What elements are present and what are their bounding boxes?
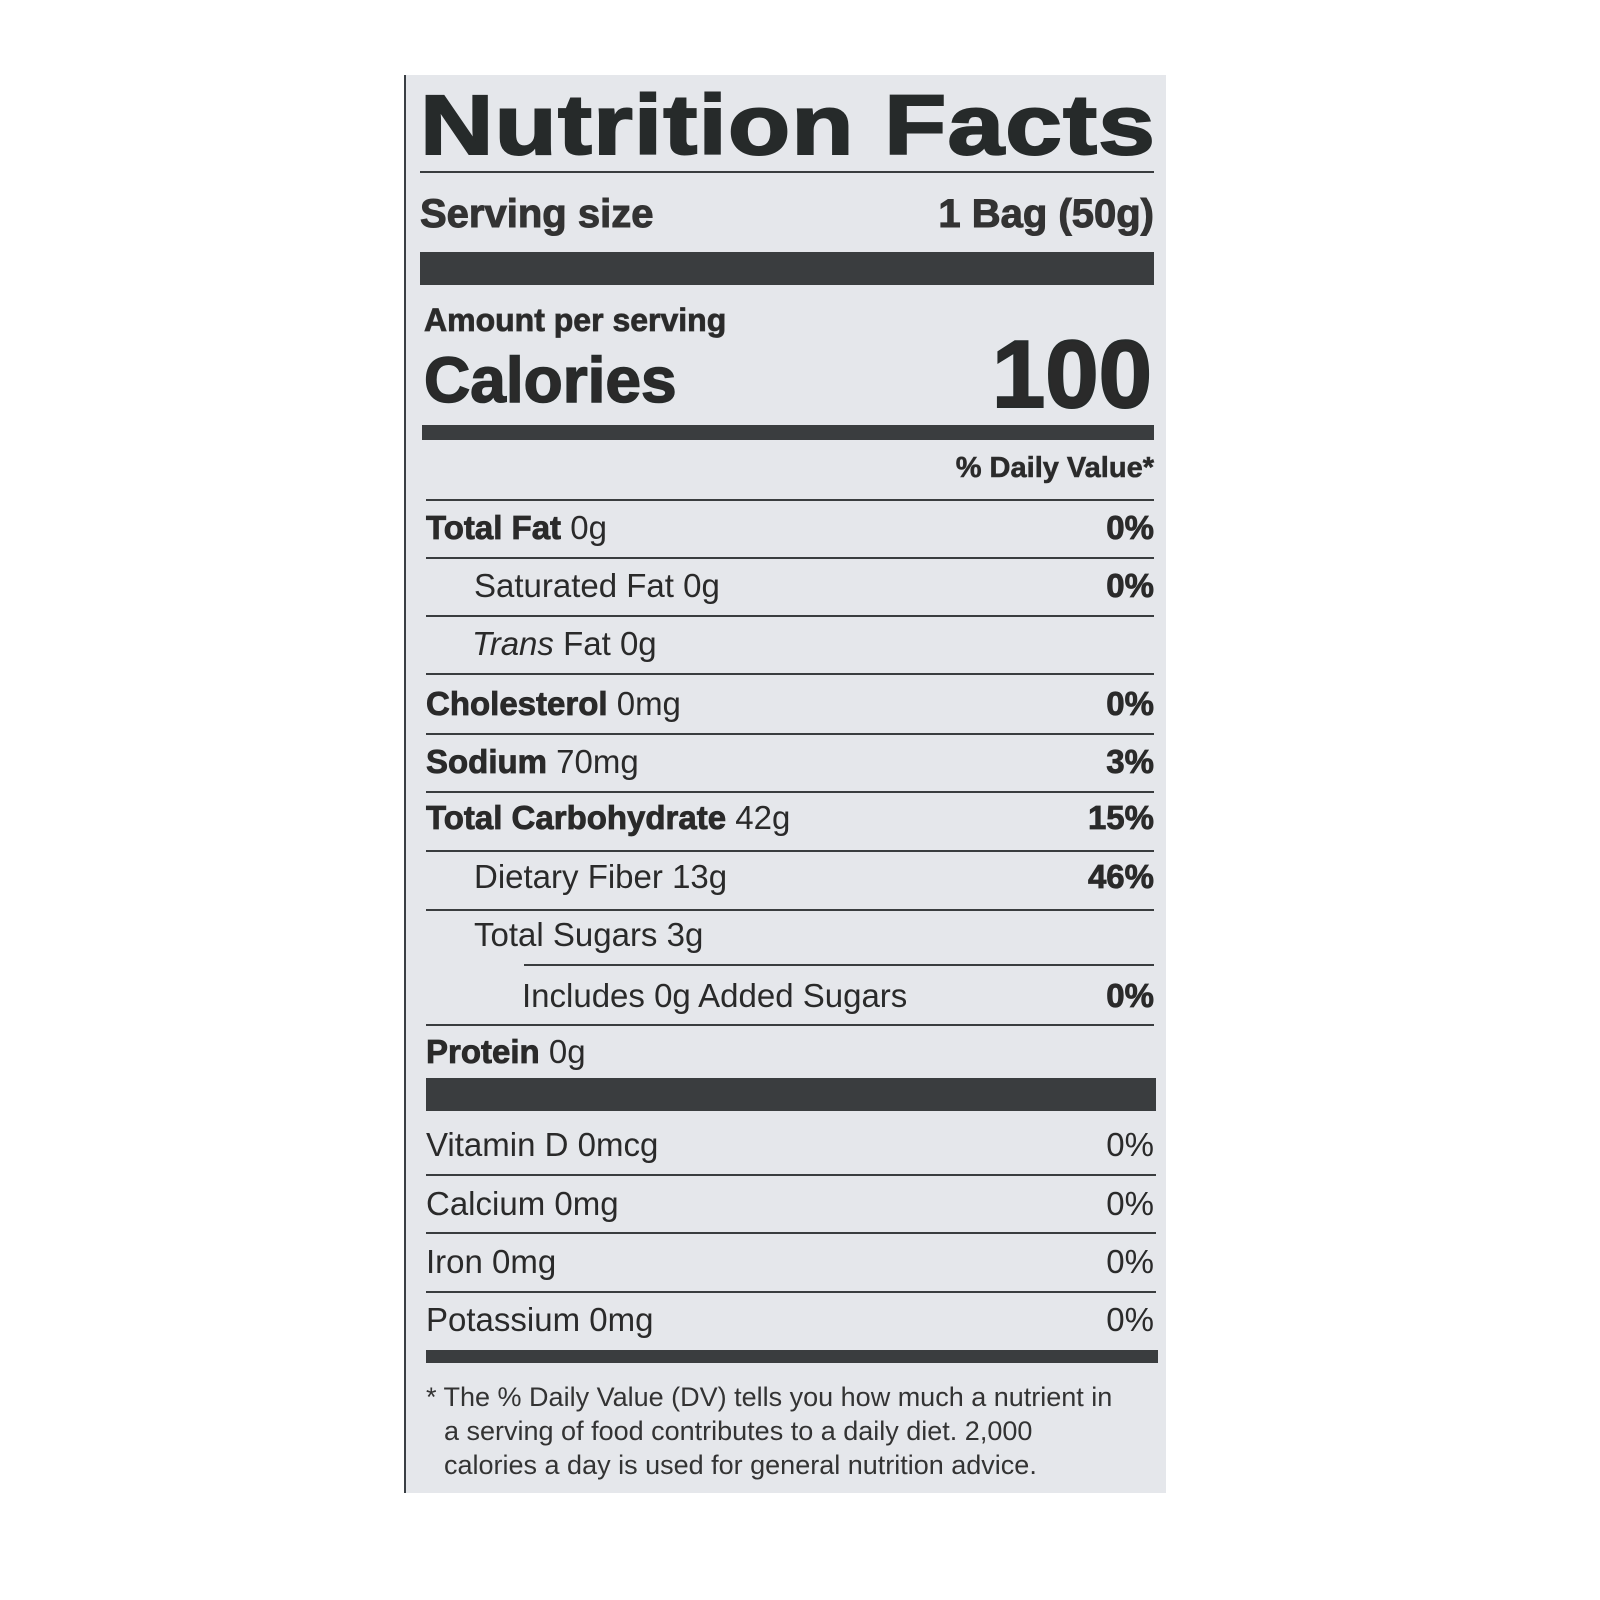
nutrient-name: Potassium <box>426 1301 581 1338</box>
nutrient-row-trans-fat: Trans Fat 0g <box>426 615 1154 673</box>
nutrient-amount: 0mg <box>492 1243 557 1280</box>
calories-label: Calories <box>423 343 677 417</box>
nutrient-name: Sodium <box>426 743 548 781</box>
divider-thin <box>426 499 1154 501</box>
nutrient-name: Total Sugars <box>474 916 658 953</box>
nutrient-name: Total Fat <box>426 509 562 547</box>
serving-size-value: 1 Bag (50g) <box>938 192 1155 237</box>
nutrient-dv: 0% <box>1106 1185 1154 1222</box>
divider-thin <box>426 791 1154 793</box>
nutrient-amount: 0mg <box>616 685 681 722</box>
divider-thin <box>426 1291 1156 1293</box>
nutrition-facts-label: Nutrition Facts Serving size 1 Bag (50g)… <box>404 75 1166 1493</box>
divider-thin <box>426 1174 1156 1176</box>
nutrient-dv: 0% <box>1106 977 1154 1015</box>
nutrient-amount: 0mcg <box>577 1126 659 1163</box>
nutrient-name: Cholesterol <box>426 685 608 723</box>
nutrient-amount: 0mg <box>554 1185 619 1222</box>
divider-thin <box>420 171 1154 173</box>
footnote: * The % Daily Value (DV) tells you how m… <box>426 1380 1112 1482</box>
divider-thin <box>426 673 1154 675</box>
nutrient-dv: 0% <box>1106 567 1154 605</box>
nutrient-dv: 15% <box>1087 799 1155 837</box>
nutrient-row-dietary-fiber: Dietary Fiber 13g 46% <box>426 848 1154 906</box>
amount-per-serving: Amount per serving <box>424 302 727 339</box>
nutrient-name: Includes 0g Added Sugars <box>522 977 908 1014</box>
nutrient-name: Calcium <box>426 1185 546 1222</box>
divider-thin <box>426 1024 1154 1026</box>
nutrient-name: Vitamin D <box>426 1126 569 1163</box>
nutrient-row-sodium: Sodium 70mg 3% <box>426 733 1155 791</box>
divider-thin <box>426 1232 1156 1234</box>
micronutrient-row-vitamin-d: Vitamin D 0mcg 0% <box>426 1116 1154 1174</box>
divider-medium <box>426 1350 1158 1363</box>
divider-thin <box>426 850 1154 852</box>
nutrient-dv: 0% <box>1106 509 1154 547</box>
nutrient-amount: 0g <box>683 567 720 604</box>
footnote-line: a serving of food contributes to a daily… <box>444 1416 1033 1446</box>
divider-thick <box>426 1078 1156 1111</box>
nutrient-row-cholesterol: Cholesterol 0mg 0% <box>426 675 1155 733</box>
nutrient-dv: 0% <box>1106 1301 1154 1338</box>
divider-thin <box>426 909 1154 911</box>
divider-thick <box>420 252 1154 285</box>
nutrient-dv: 46% <box>1087 858 1155 896</box>
nutrient-amount: 0mg <box>589 1301 654 1338</box>
nutrient-dv: 0% <box>1106 1126 1154 1163</box>
nutrient-amount: 0g <box>548 1033 586 1070</box>
nutrient-row-total-sugars: Total Sugars 3g <box>426 906 1154 964</box>
micronutrient-row-calcium: Calcium 0mg 0% <box>426 1175 1154 1233</box>
micronutrient-row-potassium: Potassium 0mg 0% <box>426 1291 1154 1349</box>
nutrient-name: Saturated Fat <box>474 567 674 604</box>
micronutrient-row-iron: Iron 0mg 0% <box>426 1233 1154 1291</box>
divider-medium <box>422 425 1154 440</box>
nutrient-name: Protein <box>426 1033 540 1071</box>
nutrient-row-total-fat: Total Fat 0g 0% <box>426 499 1155 557</box>
footnote-line: calories a day is used for general nutri… <box>444 1450 1037 1480</box>
serving-size-label: Serving size <box>419 192 654 237</box>
nutrient-name: Dietary Fiber <box>474 858 663 895</box>
nutrient-dv: 3% <box>1106 743 1154 781</box>
nutrient-row-added-sugars: Includes 0g Added Sugars 0% <box>426 967 1154 1025</box>
nutrient-row-total-carbohydrate: Total Carbohydrate 42g 15% <box>426 789 1155 847</box>
label-title: Nutrition Facts <box>419 77 1156 173</box>
nutrient-name: Total Carbohydrate <box>426 799 727 837</box>
nutrient-row-protein: Protein 0g <box>426 1023 1154 1081</box>
nutrient-name: Trans <box>472 625 554 662</box>
nutrient-dv: 0% <box>1106 1243 1154 1280</box>
nutrient-amount: 0g <box>619 625 657 662</box>
divider-thin <box>426 733 1154 735</box>
nutrient-amount: 70mg <box>556 743 639 780</box>
divider-thin <box>426 557 1154 559</box>
daily-value-header: % Daily Value* <box>955 452 1154 485</box>
divider-thin <box>426 615 1154 617</box>
nutrient-dv: 0% <box>1106 685 1154 723</box>
footnote-line: * The % Daily Value (DV) tells you how m… <box>426 1382 1113 1412</box>
nutrient-name-suffix: Fat <box>563 625 611 662</box>
nutrient-row-saturated-fat: Saturated Fat 0g 0% <box>426 557 1154 615</box>
calories-value: 100 <box>991 320 1153 429</box>
nutrient-amount: 0g <box>570 509 607 546</box>
nutrient-amount: 13g <box>672 858 728 895</box>
nutrient-amount: 42g <box>735 799 791 836</box>
nutrient-name: Iron <box>426 1243 483 1280</box>
divider-thin <box>524 964 1154 966</box>
nutrient-amount: 3g <box>666 916 704 953</box>
